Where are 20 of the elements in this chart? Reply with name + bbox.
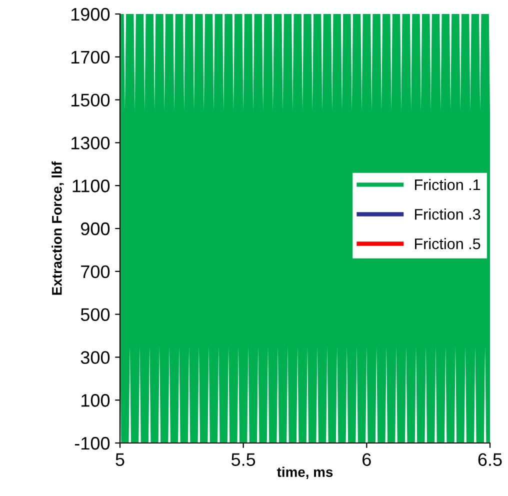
y-tick-label: 100 <box>82 394 110 407</box>
y-tick-label: 1900 <box>71 8 110 21</box>
y-tick-label: 1100 <box>72 180 110 192</box>
y-tick-label: 1500 <box>71 94 110 107</box>
y-tick-label: 900 <box>81 222 110 236</box>
y-tick-label: 300 <box>80 351 110 364</box>
x-tick-label: 5.5 <box>232 453 256 466</box>
x-axis-title: time, ms <box>276 466 333 479</box>
x-tick-label: 6 <box>362 453 371 466</box>
legend-label: Friction .1 <box>415 178 480 190</box>
legend-label: Friction .5 <box>415 238 480 250</box>
y-tick-label: -100 <box>74 436 110 450</box>
y-tick-label: 1700 <box>71 50 110 64</box>
x-tick-label: 5 <box>116 453 124 466</box>
y-tick-label: 1300 <box>71 136 110 150</box>
y-tick-label: 700 <box>81 265 110 278</box>
y-axis-title: Extraction Force, lbf <box>52 161 64 295</box>
legend-label: Friction .3 <box>415 208 480 220</box>
y-tick-label: 500 <box>80 308 110 322</box>
x-tick-label: 6.5 <box>478 453 502 466</box>
